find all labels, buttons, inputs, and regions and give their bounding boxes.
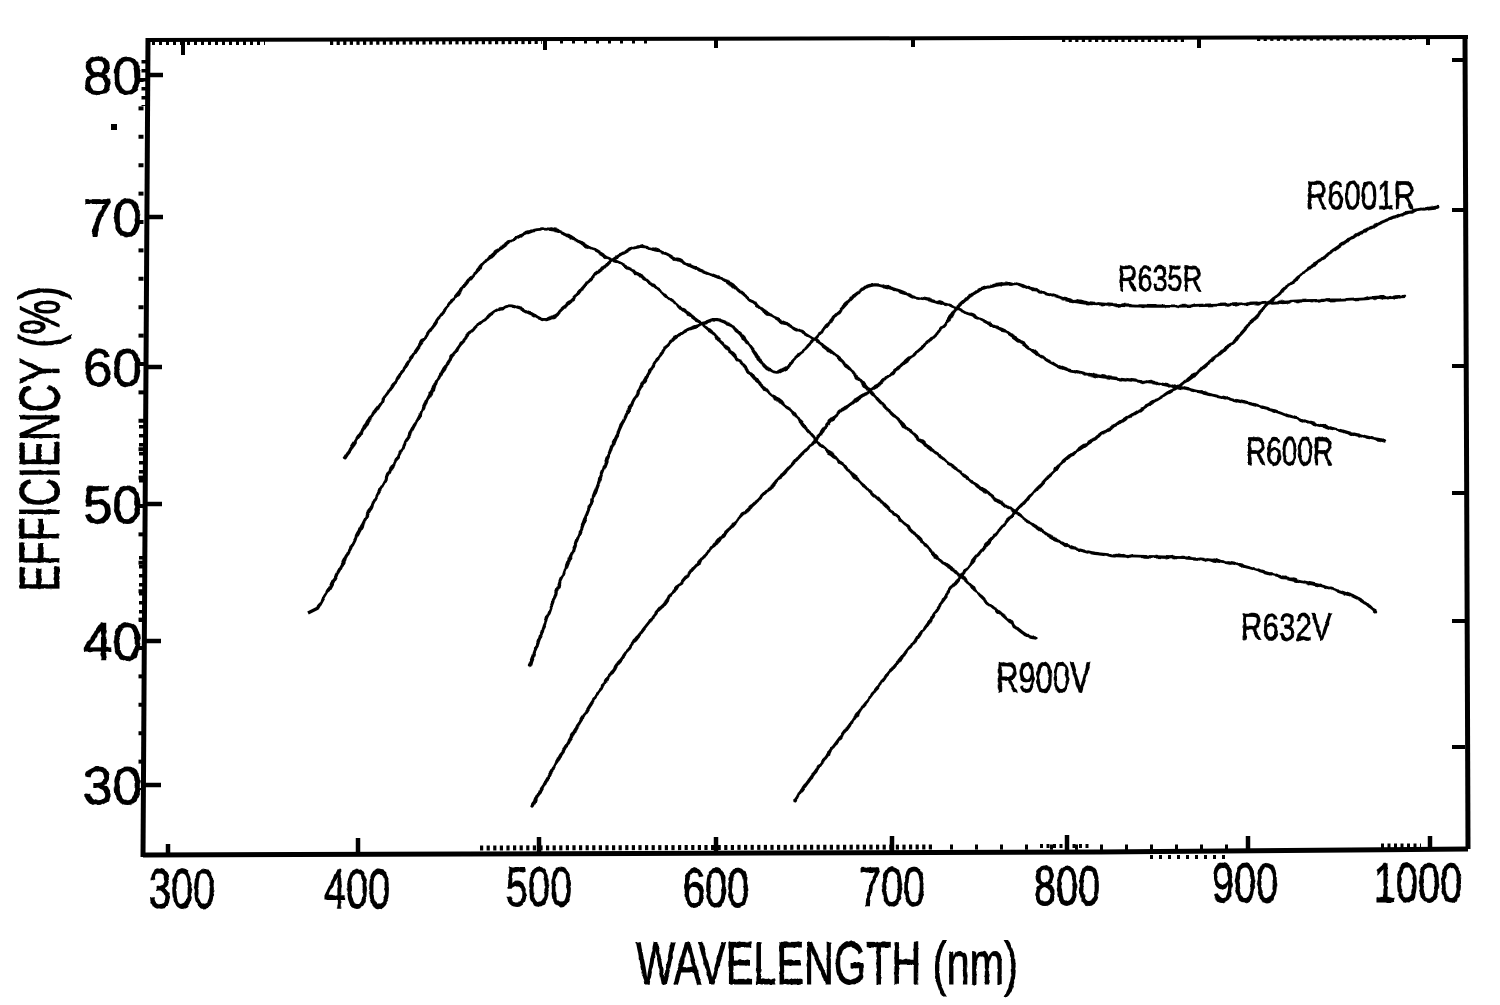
svg-text:40: 40 [83, 613, 142, 672]
svg-text:30: 30 [83, 757, 142, 816]
svg-text:EFFICIENCY (%): EFFICIENCY (%) [9, 286, 72, 591]
svg-text:WAVELENGTH (nm): WAVELENGTH (nm) [636, 929, 1018, 997]
svg-text:500: 500 [506, 856, 572, 918]
svg-text:60: 60 [83, 339, 142, 398]
svg-text:50: 50 [83, 476, 142, 535]
svg-text:600: 600 [683, 857, 749, 919]
svg-text:400: 400 [324, 858, 390, 920]
svg-text:900: 900 [1212, 852, 1278, 914]
svg-text:700: 700 [859, 856, 925, 918]
svg-text:80: 80 [83, 47, 142, 106]
svg-text:R6001R: R6001R [1306, 174, 1415, 218]
svg-text:1000: 1000 [1374, 852, 1462, 914]
svg-text:300: 300 [149, 858, 215, 920]
svg-text:R600R: R600R [1246, 430, 1333, 474]
svg-text:R632V: R632V [1241, 607, 1332, 649]
svg-text:R635R: R635R [1118, 258, 1202, 299]
svg-text:R900V: R900V [996, 653, 1091, 701]
svg-text:70: 70 [83, 189, 142, 248]
svg-text:800: 800 [1034, 855, 1100, 917]
